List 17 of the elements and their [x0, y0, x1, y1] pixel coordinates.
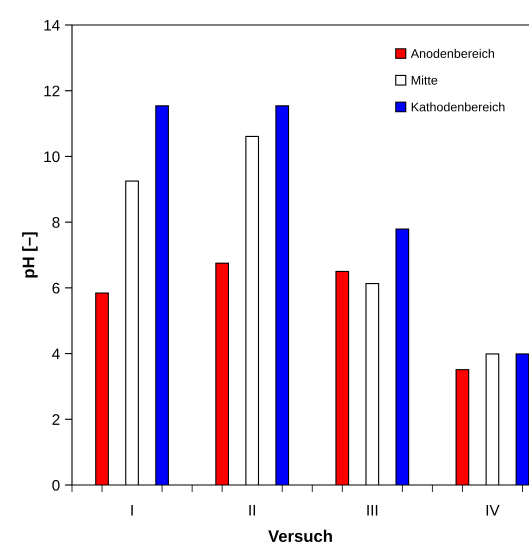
y-tick-label: 0	[52, 480, 60, 491]
x-tick-label: III	[367, 505, 378, 516]
y-tick-label: 8	[52, 217, 60, 228]
y-tick-label: 12	[44, 86, 60, 96]
x-tick-label: I	[131, 505, 133, 516]
y-tick-label: 14	[44, 20, 60, 31]
y-tick-label: 10	[44, 151, 60, 162]
x-axis-title: Versuch	[268, 530, 332, 542]
x-tick-label: II	[249, 505, 256, 516]
y-tick-label: 6	[52, 282, 60, 294]
y-axis-title: pH [–]	[22, 232, 38, 278]
legend-label: Anodenbereich	[410, 48, 494, 58]
legend-label: Kathodenbereich	[412, 102, 504, 112]
y-tick-label: 2	[52, 414, 60, 425]
x-tick-label: IV	[486, 505, 500, 516]
y-tick-label: 4	[52, 348, 60, 360]
legend-label: Mitte	[412, 76, 438, 85]
